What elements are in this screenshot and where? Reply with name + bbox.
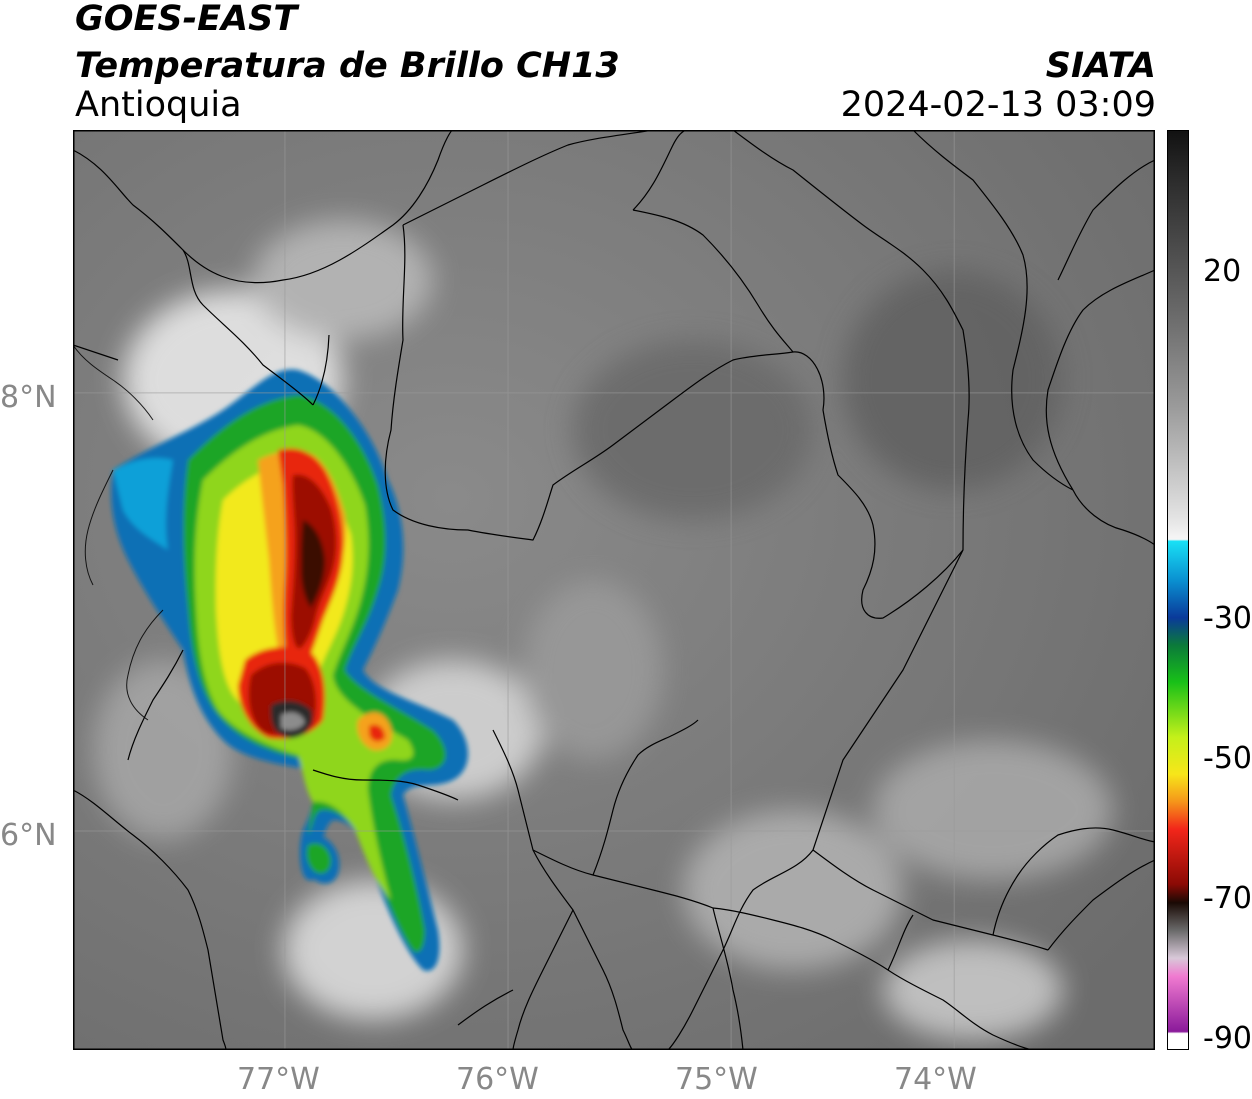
- lat-tick-6: 6°N: [0, 818, 57, 853]
- lon-tick-74: 74°W: [894, 1062, 977, 1097]
- cbar-tick-neg90: -90: [1203, 1021, 1252, 1056]
- gridlines: [73, 130, 1155, 1050]
- cbar-tick-20: 20: [1203, 254, 1242, 289]
- lon-tick-76: 76°W: [456, 1062, 539, 1097]
- cloud-patches: [93, 220, 1113, 1040]
- lat-tick-8: 8°N: [0, 380, 57, 415]
- lon-tick-77: 77°W: [237, 1062, 320, 1097]
- cbar-tick-neg50: -50: [1203, 741, 1252, 776]
- coastline: [73, 344, 164, 721]
- map-frame: [73, 130, 1155, 1050]
- lon-tick-75: 75°W: [675, 1062, 758, 1097]
- product-title: Temperatura de Brillo CH13: [75, 46, 620, 86]
- satellite-title: GOES-EAST: [75, 0, 298, 39]
- convective-system: [111, 369, 468, 971]
- cbar-tick-neg70: -70: [1203, 881, 1252, 916]
- org-label: SIATA: [1045, 46, 1156, 86]
- cbar-tick-neg30: -30: [1203, 601, 1252, 636]
- temperature-colorbar: [1167, 130, 1189, 1050]
- administrative-borders: [73, 130, 1155, 1050]
- brightness-temperature-map: [73, 130, 1155, 1050]
- region-label: Antioquia: [75, 85, 242, 125]
- datetime-label: 2024-02-13 03:09: [840, 85, 1156, 125]
